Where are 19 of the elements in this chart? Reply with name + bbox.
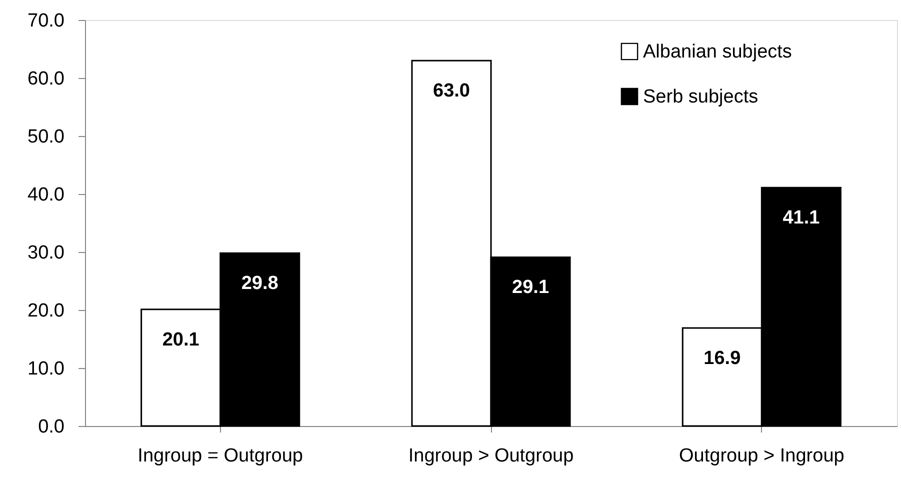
legend-label: Albanian subjects bbox=[643, 42, 792, 62]
y-tick-label: 40.0 bbox=[28, 184, 64, 206]
x-tick-label: Ingroup > Outgroup bbox=[408, 446, 574, 466]
data-label: 41.1 bbox=[782, 208, 820, 229]
y-tick-label: 30.0 bbox=[28, 242, 64, 264]
y-tick-label: 60.0 bbox=[28, 68, 64, 90]
y-tick-label: 50.0 bbox=[28, 126, 64, 148]
x-tick-label: Ingroup = Outgroup bbox=[138, 446, 303, 466]
legend-label: Serb subjects bbox=[643, 86, 758, 108]
data-label: 29.1 bbox=[512, 277, 550, 298]
data-label: 63.0 bbox=[432, 80, 470, 102]
data-label: 29.8 bbox=[241, 273, 278, 294]
x-tick-label: Outgroup > Ingroup bbox=[679, 446, 844, 466]
y-tick-label: 10.0 bbox=[28, 358, 64, 380]
y-tick-label: 20.0 bbox=[28, 300, 64, 322]
data-label: 16.9 bbox=[704, 348, 741, 369]
y-tick-label: 0.0 bbox=[38, 416, 64, 438]
data-label: 20.1 bbox=[162, 329, 200, 350]
y-tick-label: 70.0 bbox=[28, 10, 64, 32]
